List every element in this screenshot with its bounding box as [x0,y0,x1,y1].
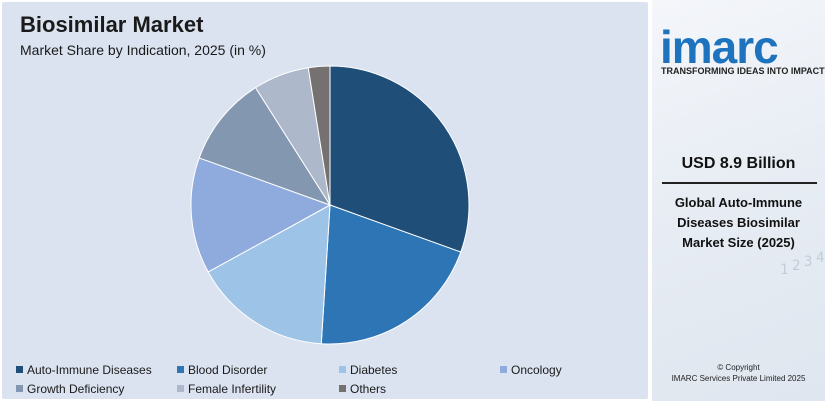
pie-slice-others [307,65,331,206]
legend-label: Female Infertility [188,382,277,396]
legend-swatch [339,366,346,373]
legend-label: Others [350,382,387,396]
pie-slice-growth-deficiency [198,86,332,206]
legend-item: Others [339,382,386,396]
legend-item: Growth Deficiency [16,382,124,396]
background-digit: 1 [780,262,789,278]
legend-label: Blood Disorder [188,363,268,377]
market-size-value: USD 8.9 Billion [681,155,796,172]
info-panel: 1 2 3 4 imarc TRANSFORMING IDEAS INTO IM… [652,0,825,401]
background-digit: 3 [804,254,813,270]
legend-swatch [16,366,23,373]
legend-item: Female Infertility [177,382,276,396]
copyright-line: © Copyright [717,363,760,372]
legend-swatch [177,366,184,373]
market-size-description: Global Auto-Immune Diseases Biosimilar M… [674,195,803,250]
pie-slice-diabetes [207,204,331,345]
legend-item: Oncology [500,363,562,377]
legend-item: Blood Disorder [177,363,267,377]
pie-slice-auto-immune-diseases [329,65,470,253]
pie-slice-blood-disorder [320,204,462,345]
copyright-notice: © Copyright IMARC Services Private Limit… [652,362,825,384]
background-digit: 2 [792,258,801,274]
chart-panel: Biosimilar Market Market Share by Indica… [2,2,648,399]
legend-label: Growth Deficiency [27,382,125,396]
legend-item: Auto-Immune Diseases [16,363,152,377]
copyright-company: IMARC Services Private Limited 2025 [671,374,806,383]
logo-tagline: TRANSFORMING IDEAS INTO IMPACT [661,66,825,76]
background-digit: 4 [816,250,825,266]
chart-title: Biosimilar Market [20,12,204,37]
legend-label: Oncology [511,363,562,377]
chart-subtitle: Market Share by Indication, 2025 (in %) [20,42,266,58]
imarc-logo: imarc [660,21,779,73]
divider [662,182,817,184]
pie-slice-oncology [190,157,332,273]
legend-swatch [339,385,346,392]
legend-label: Auto-Immune Diseases [27,363,152,377]
legend-item: Diabetes [339,363,397,377]
legend-swatch [177,385,184,392]
pie-chart [190,65,470,345]
legend-label: Diabetes [350,363,398,377]
legend-swatch [16,385,23,392]
legend-swatch [500,366,507,373]
